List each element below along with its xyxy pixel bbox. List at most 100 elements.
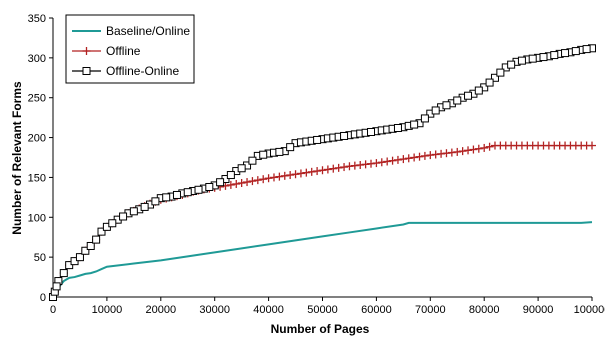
y-tick-label: 250 [28, 93, 46, 105]
interpolated-marker [130, 208, 137, 215]
interpolated-marker [53, 283, 60, 290]
interpolated-marker [163, 194, 170, 201]
interpolated-marker [173, 191, 180, 198]
interpolated-marker [259, 175, 267, 183]
interpolated-marker [206, 183, 213, 190]
interpolated-marker [540, 54, 547, 61]
interpolated-marker [249, 157, 256, 164]
data-point [399, 155, 407, 163]
interpolated-marker [341, 132, 348, 139]
interpolated-marker [248, 177, 256, 185]
interpolated-marker [275, 173, 283, 181]
interpolated-marker [448, 149, 456, 157]
x-tick-label: 30000 [199, 304, 230, 316]
interpolated-marker [416, 153, 424, 161]
x-tick-label: 90000 [523, 304, 554, 316]
interpolated-marker [324, 165, 332, 173]
interpolated-marker [232, 180, 240, 188]
interpolated-marker [276, 148, 283, 155]
interpolated-marker [383, 157, 391, 165]
legend-label: Baseline/Online [106, 24, 190, 38]
interpolated-marker [508, 61, 515, 68]
y-axis-title: Number of Relevant Forms [10, 81, 24, 235]
interpolated-marker [394, 125, 401, 132]
legend-swatch-marker [83, 68, 90, 75]
interpolated-marker [469, 146, 477, 154]
interpolated-marker [281, 172, 289, 180]
interpolated-marker [313, 167, 321, 175]
interpolated-marker [394, 156, 402, 164]
interpolated-marker [475, 87, 482, 94]
interpolated-marker [308, 168, 316, 176]
data-point [265, 174, 273, 182]
interpolated-marker [195, 186, 202, 193]
interpolated-marker [464, 146, 472, 154]
interpolated-marker [286, 171, 294, 179]
interpolated-marker [297, 169, 305, 177]
x-tick-label: 60000 [361, 304, 392, 316]
data-point [93, 236, 100, 243]
series-baseline-online [53, 222, 592, 297]
x-tick-label: 20000 [146, 304, 177, 316]
interpolated-marker [141, 203, 148, 210]
legend-label: Offline [106, 44, 141, 58]
interpolated-marker [529, 142, 537, 150]
interpolated-marker [254, 176, 262, 184]
data-point [480, 144, 488, 152]
interpolated-marker [486, 143, 494, 151]
interpolated-marker [302, 169, 310, 177]
y-tick-label: 350 [28, 13, 46, 25]
interpolated-marker [368, 128, 375, 135]
interpolated-marker [270, 173, 278, 181]
interpolated-marker [389, 157, 397, 165]
interpolated-marker [518, 57, 525, 64]
interpolated-marker [378, 158, 386, 166]
interpolated-marker [583, 142, 591, 150]
interpolated-marker [314, 136, 321, 143]
interpolated-marker [556, 142, 564, 150]
x-tick-label: 40000 [253, 304, 284, 316]
interpolated-marker [287, 144, 294, 151]
interpolated-marker [411, 121, 418, 128]
x-tick-label: 100000 [574, 304, 605, 316]
y-tick-label: 300 [28, 53, 46, 65]
legend: Baseline/Online Offline Offline-Online [66, 15, 194, 83]
interpolated-marker [329, 165, 337, 173]
interpolated-marker [421, 115, 428, 122]
interpolated-marker [459, 147, 467, 155]
interpolated-marker [367, 160, 375, 168]
x-axis-title: Number of Pages [271, 322, 370, 336]
y-tick-label: 100 [28, 212, 46, 224]
x-tick-label: 0 [50, 304, 56, 316]
interpolated-marker [562, 50, 569, 57]
y-tick-label: 0 [40, 292, 46, 304]
data-point [238, 179, 246, 187]
interpolated-marker [486, 79, 493, 86]
interpolated-marker [120, 213, 127, 220]
interpolated-marker [583, 46, 590, 53]
interpolated-marker [465, 92, 472, 99]
interpolated-marker [432, 107, 439, 114]
legend-label: Offline-Online [106, 64, 179, 78]
y-tick-label: 50 [34, 252, 46, 264]
x-tick-label: 10000 [92, 304, 123, 316]
interpolated-marker [405, 154, 413, 162]
y-tick-label: 200 [28, 133, 46, 145]
interpolated-marker [109, 220, 116, 227]
interpolated-marker [454, 97, 461, 104]
interpolated-marker [340, 163, 348, 171]
x-tick-label: 50000 [307, 304, 338, 316]
interpolated-marker [184, 189, 191, 196]
interpolated-marker [572, 48, 579, 55]
interpolated-marker [497, 69, 504, 76]
interpolated-marker [502, 142, 510, 150]
interpolated-marker [243, 178, 251, 186]
interpolated-marker [529, 55, 536, 62]
y-tick-label: 150 [28, 172, 46, 184]
interpolated-marker [443, 102, 450, 109]
x-tick-label: 80000 [469, 304, 500, 316]
interpolated-marker [421, 152, 429, 160]
interpolated-marker [238, 165, 245, 172]
